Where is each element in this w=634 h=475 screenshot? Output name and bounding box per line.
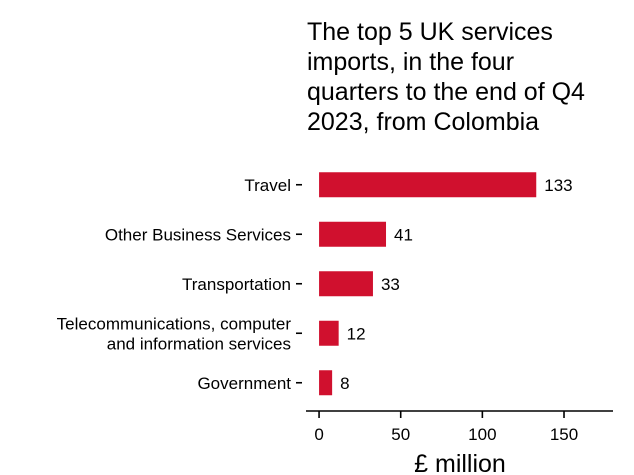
data-label: 41	[394, 225, 413, 244]
chart-title-line: quarters to the end of Q4	[307, 78, 585, 106]
data-label: 133	[544, 176, 572, 195]
x-tick-label: 50	[391, 425, 410, 444]
category-label: Travel	[244, 176, 291, 195]
data-label: 33	[381, 275, 400, 294]
category-label: Other Business Services	[105, 225, 291, 244]
category-label: Government	[197, 374, 291, 393]
x-tick-label: 0	[314, 425, 323, 444]
x-axis: 0 50 100 150	[306, 410, 613, 444]
chart-title-line: imports, in the four	[307, 48, 514, 76]
x-tick-label: 150	[550, 425, 578, 444]
category-label: and information services	[107, 334, 291, 353]
x-tick-label: 100	[468, 425, 496, 444]
category-labels: Travel Other Business Services Transportat…	[57, 176, 292, 393]
chart-title-line: The top 5 UK services	[307, 18, 553, 46]
category-label: Telecommunications, computer	[57, 314, 292, 333]
bars	[319, 172, 537, 396]
x-axis-title: £ million	[414, 450, 506, 475]
category-label: Transportation	[182, 275, 291, 294]
bar	[319, 271, 373, 297]
bar	[319, 172, 537, 198]
data-label: 12	[347, 324, 366, 343]
bar	[319, 221, 387, 247]
value-labels: 133 41 33 12 8	[340, 176, 572, 393]
bar	[319, 370, 333, 396]
bar	[319, 320, 339, 346]
chart-title-line: 2023, from Colombia	[307, 108, 539, 136]
y-axis-ticks	[296, 183, 302, 384]
data-label: 8	[340, 374, 349, 393]
